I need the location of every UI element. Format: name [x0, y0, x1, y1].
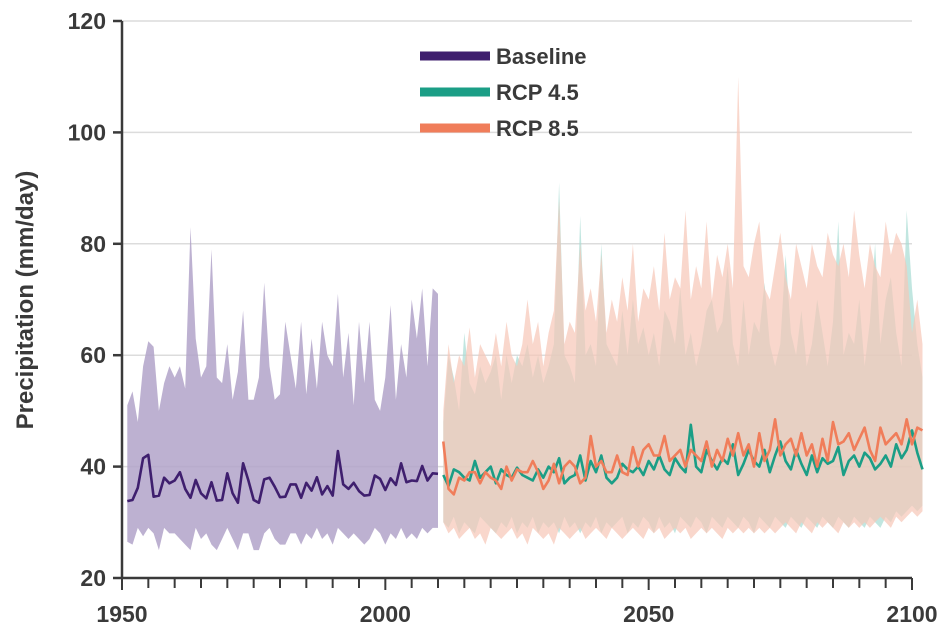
- legend-label-rcp-8-5: RCP 8.5: [496, 116, 579, 141]
- band-baseline: [127, 227, 439, 551]
- x-tick-label-2000: 2000: [360, 601, 411, 627]
- y-axis-title: Precipitation (mm/day): [12, 171, 39, 430]
- band-rcp-8-5: [443, 76, 923, 545]
- uncertainty-bands: [127, 76, 923, 551]
- line-rcp-4-5: [442, 423, 924, 488]
- y-tick-label-40: 40: [80, 454, 106, 480]
- y-tick-label-20: 20: [80, 565, 106, 591]
- x-tick-label-2100: 2100: [886, 601, 937, 627]
- legend: Baseline RCP 4.5 RCP 8.5: [420, 44, 587, 141]
- series-lines: [127, 417, 924, 505]
- axes: [113, 19, 913, 590]
- y-tick-label-100: 100: [68, 119, 106, 145]
- x-tick-label-2050: 2050: [623, 601, 674, 627]
- line-rcp-8-5: [442, 417, 924, 496]
- y-tick-label-80: 80: [80, 231, 106, 257]
- legend-label-baseline: Baseline: [496, 44, 587, 69]
- y-tick-label-60: 60: [80, 342, 106, 368]
- y-tick-label-120: 120: [68, 8, 106, 34]
- legend-label-rcp-4-5: RCP 4.5: [496, 80, 579, 105]
- tick-labels: 20 40 60 80 100 120 1950 2000 2050 2100: [68, 8, 938, 627]
- line-baseline: [127, 449, 439, 505]
- x-tick-label-1950: 1950: [96, 601, 147, 627]
